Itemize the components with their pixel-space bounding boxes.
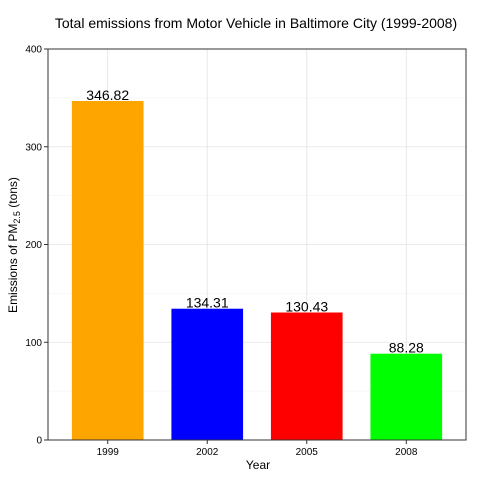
y-tick-label: 200 <box>25 240 42 251</box>
bars <box>71 100 443 440</box>
bar-2008 <box>370 353 443 440</box>
data-label-2008: 88.28 <box>389 340 424 356</box>
bar-1999 <box>71 100 144 440</box>
x-tick-label: 2002 <box>196 447 219 458</box>
y-axis-title-subscript: 2.5 <box>12 211 22 224</box>
y-tick-label: 400 <box>25 45 42 56</box>
data-label-2002: 134.31 <box>186 295 229 311</box>
data-label-1999: 346.82 <box>86 87 129 103</box>
y-tick-label: 300 <box>25 142 42 153</box>
y-axis-title-prefix: Emissions of PM <box>6 224 20 313</box>
y-tick-label: 100 <box>25 338 42 349</box>
x-tick-label: 2008 <box>395 447 418 458</box>
x-axis-title: Year <box>246 458 270 472</box>
bar-2005 <box>270 312 343 440</box>
axis-ticks: 0 100 200 300 400 1999 2002 2005 2008 <box>25 45 418 459</box>
y-tick-label: 0 <box>36 436 42 447</box>
x-tick-label: 1999 <box>97 447 120 458</box>
y-axis-title: Emissions of PM2.5 (tons) <box>6 177 22 313</box>
y-axis-title-suffix: (tons) <box>6 177 20 211</box>
data-labels: 346.82 134.31 130.43 88.28 <box>86 87 424 356</box>
data-label-2005: 130.43 <box>285 299 328 315</box>
x-tick-label: 2005 <box>296 447 319 458</box>
bar-2002 <box>171 308 244 440</box>
chart-title: Total emissions from Motor Vehicle in Ba… <box>55 15 457 31</box>
